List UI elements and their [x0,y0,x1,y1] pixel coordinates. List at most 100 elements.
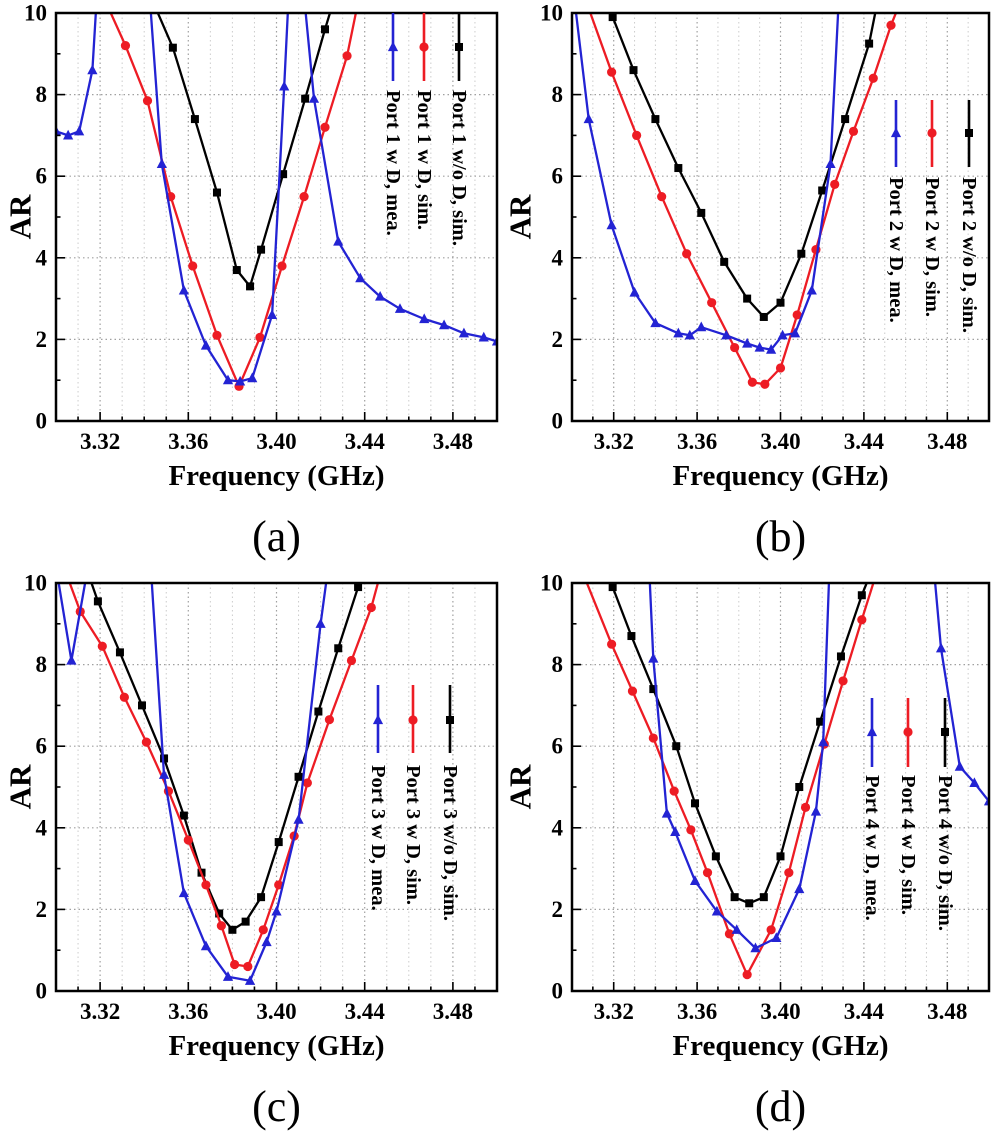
x-tick-label: 3.36 [168,999,208,1024]
circle-marker [792,310,802,320]
circle-marker [857,615,867,625]
triangle-marker [890,127,902,138]
circle-marker [342,51,352,61]
triangle-marker [200,339,212,350]
circle-marker [255,332,265,342]
triangle-marker [721,329,732,340]
circle-marker [408,715,418,725]
tick-labels: 3.32 3.36 3.40 3.44 3.48 0 2 4 6 8 10 [24,1,473,455]
axes [570,581,991,993]
square-marker [674,164,683,173]
square-marker [651,115,660,124]
circle-marker [346,655,357,666]
tick-labels: 3.32 3.36 3.40 3.44 3.48 0 2 4 6 8 10 [540,571,967,1025]
square-marker [759,893,768,902]
square-marker [257,245,266,254]
triangle-marker [372,714,384,725]
series-line [90,583,362,931]
triangle-marker [222,971,234,981]
triangle-marker [935,642,947,653]
circle-marker [607,639,617,649]
tick-labels: 3.32 3.36 3.40 3.44 3.48 0 2 4 6 8 10 [24,571,473,1025]
triangle-marker [731,924,742,934]
series-circle [68,583,380,972]
triangle-marker [261,936,272,947]
y-tick-label: 8 [552,82,564,107]
square-marker [190,115,199,124]
y-tick-label: 8 [552,652,564,677]
square-marker [965,129,973,137]
x-tick-label: 3.36 [677,429,717,454]
circle-marker [848,126,859,136]
square-marker [730,893,739,902]
x-axis-label: Frequency (GHz) [168,460,384,492]
legend-entry-label: Port 4 w D, mea. [861,775,883,921]
triangle-marker [271,905,282,916]
square-marker [865,39,874,48]
circle-marker [747,377,757,387]
circle-marker [800,802,811,812]
series-line [648,583,989,950]
square-marker [795,783,804,791]
triangle-marker [375,290,386,301]
circle-marker [724,929,735,939]
legend-entry-label: Port 1 w D, sim. [413,90,435,230]
series-circle [109,13,358,391]
x-axis-label: Frequency (GHz) [672,1030,888,1062]
square-marker [232,266,241,275]
y-tick-label: 4 [552,815,564,840]
circle-marker [903,727,913,737]
y-tick-label: 4 [36,245,48,270]
square-marker [672,742,681,751]
x-tick-label: 3.36 [168,429,208,454]
triangle-marker [178,887,189,898]
circle-marker [686,825,696,835]
plot-area [56,13,497,391]
triangle-marker [789,327,801,338]
x-axis-label: Frequency (GHz) [672,460,888,492]
square-marker [720,257,729,266]
triangle-marker [158,769,170,779]
y-tick-label: 2 [552,897,564,922]
series-line [585,583,875,976]
legend: Port 2 w D, mea. Port 2 w D, sim. Port 2 w… [885,100,980,333]
circle-marker [274,880,284,890]
circle-marker [775,363,786,373]
x-tick-label: 3.40 [256,999,296,1024]
square-marker [137,701,146,710]
triangle-marker [689,875,701,885]
circle-marker [212,330,222,340]
subplot-caption: (b) [755,512,806,561]
square-marker [246,282,255,291]
x-tick-label: 3.48 [433,999,473,1024]
square-marker [745,899,754,908]
y-tick-label: 6 [552,164,564,189]
square-marker [212,188,221,197]
triangle-marker [810,805,822,816]
series-line [68,583,380,968]
x-tick-label: 3.40 [256,429,296,454]
y-tick-label: 2 [36,327,48,352]
triangle-marker [684,329,695,340]
circle-marker [868,73,878,83]
square-marker [115,648,124,657]
triangle-marker [969,777,980,788]
square-marker [857,591,866,600]
triangle-marker [806,284,817,295]
square-marker [354,583,363,592]
series-line [57,583,328,982]
plot-area [574,13,898,389]
triangle-marker [754,341,765,352]
circle-marker [742,970,752,980]
chart-a: 3.32 3.36 3.40 3.44 3.48 0 2 4 6 8 10 Frequency (GH… [3,1,499,561]
axes [570,11,991,423]
square-marker [257,893,266,902]
circle-marker [119,692,129,702]
triangle-marker [650,317,661,328]
chart-d: 3.32 3.36 3.40 3.44 3.48 0 2 4 6 8 10 Frequency (GH… [503,571,991,1131]
legend-entry-label: Port 1 w D, mea. [382,90,404,236]
circle-marker [188,261,198,271]
circle-marker [97,641,107,651]
legend: Port 3 w D, mea. Port 3 w D, sim. Port 3 w… [367,685,461,921]
